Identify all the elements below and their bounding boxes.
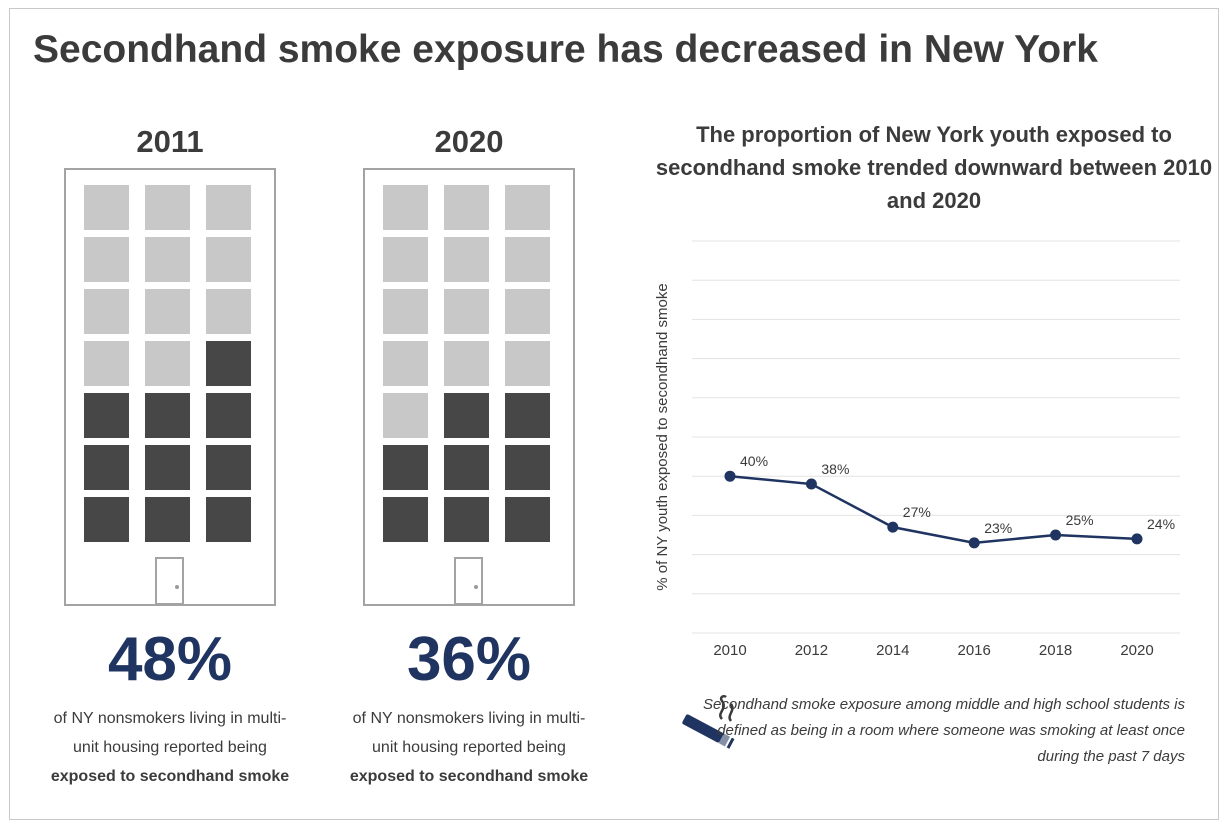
panel-caption: of NY nonsmokers living in multi- unit h… — [24, 704, 316, 791]
door-knob — [474, 585, 478, 589]
building-window — [206, 445, 251, 490]
building-window — [84, 341, 129, 386]
building-window — [84, 497, 129, 542]
data-point — [1131, 533, 1143, 545]
percent-value: 36% — [406, 625, 532, 694]
caption-line: of NY nonsmokers living in multi- — [352, 710, 586, 727]
caption-line: unit housing reported being — [73, 739, 267, 756]
data-label: 25% — [1066, 512, 1094, 528]
building-window — [383, 497, 428, 542]
door-knob — [175, 585, 179, 589]
building-window — [505, 393, 550, 438]
building-window — [444, 445, 489, 490]
building-window — [383, 289, 428, 334]
door-icon — [454, 557, 483, 605]
data-point — [724, 470, 736, 482]
x-tick-label: 2020 — [1120, 642, 1153, 659]
x-tick-label: 2010 — [713, 642, 746, 659]
building-window — [206, 497, 251, 542]
building-window — [444, 289, 489, 334]
building-window — [145, 185, 190, 230]
building-window — [505, 289, 550, 334]
chart-title: The proportion of New York youth exposed… — [655, 122, 1213, 213]
building-window — [383, 341, 428, 386]
building-window — [206, 289, 251, 334]
building-window — [145, 445, 190, 490]
caption-emphasis: exposed to secondhand smoke — [50, 768, 290, 785]
main-title: Secondhand smoke exposure has decreased … — [33, 28, 1098, 71]
y-axis-label: % of NY youth exposed to secondhand smok… — [654, 283, 671, 590]
data-label: 40% — [740, 453, 768, 469]
building-window — [145, 341, 190, 386]
building-window — [145, 237, 190, 282]
building-icon — [363, 168, 575, 606]
building-window — [84, 237, 129, 282]
building-window — [145, 497, 190, 542]
building-window — [206, 341, 251, 386]
building-window — [444, 341, 489, 386]
building-window — [84, 289, 129, 334]
percent-value: 48% — [107, 625, 233, 694]
line-chart: % of NY youth exposed to secondhand smok… — [654, 240, 1180, 659]
building-window — [383, 185, 428, 230]
data-point — [887, 521, 899, 533]
x-tick-label: 2012 — [795, 642, 828, 659]
chart-footnote: Secondhand smoke exposure among middle a… — [703, 696, 1185, 765]
building-window — [505, 497, 550, 542]
building-window — [383, 445, 428, 490]
building-window — [444, 185, 489, 230]
data-point — [805, 478, 817, 490]
building-window — [84, 185, 129, 230]
building-window — [206, 185, 251, 230]
data-point — [968, 537, 980, 549]
building-window — [145, 393, 190, 438]
series-line — [729, 474, 1138, 545]
building-window — [444, 393, 489, 438]
building-window — [84, 393, 129, 438]
year-label: 2011 — [136, 124, 204, 159]
panel-caption: of NY nonsmokers living in multi- unit h… — [323, 704, 615, 791]
building-window — [206, 393, 251, 438]
infographic-frame — [9, 8, 1219, 820]
building-window — [383, 393, 428, 438]
building-window — [505, 341, 550, 386]
caption-line: of NY nonsmokers living in multi- — [53, 710, 287, 727]
building-window — [206, 237, 251, 282]
building-window — [444, 237, 489, 282]
building-icon — [64, 168, 276, 606]
x-tick-label: 2014 — [876, 642, 909, 659]
x-tick-label: 2018 — [1039, 642, 1072, 659]
data-label: 38% — [821, 461, 849, 477]
data-label: 23% — [984, 520, 1012, 536]
caption-line: unit housing reported being — [372, 739, 566, 756]
x-tick-label: 2016 — [958, 642, 991, 659]
building-window — [505, 185, 550, 230]
caption-emphasis: exposed to secondhand smoke — [349, 768, 589, 785]
building-window — [505, 445, 550, 490]
data-label: 27% — [903, 504, 931, 520]
year-label: 2020 — [434, 124, 504, 159]
data-point — [1050, 529, 1062, 541]
building-window — [444, 497, 489, 542]
cigarette-icon — [682, 694, 735, 749]
data-label: 24% — [1147, 516, 1175, 532]
building-window — [505, 237, 550, 282]
building-window — [145, 289, 190, 334]
building-window — [383, 237, 428, 282]
building-window — [84, 445, 129, 490]
door-icon — [155, 557, 184, 605]
